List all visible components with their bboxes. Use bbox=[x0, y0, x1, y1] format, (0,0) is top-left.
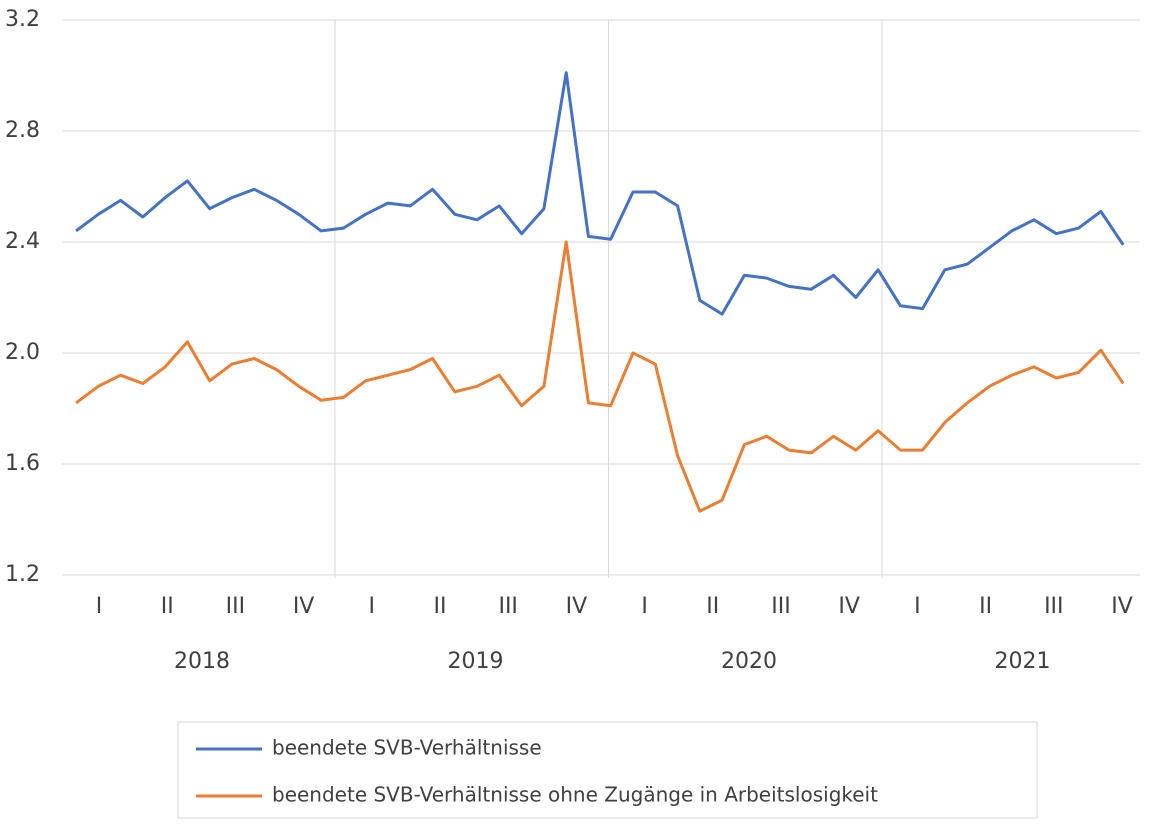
x-year-label: 2021 bbox=[995, 649, 1051, 674]
x-quarter-label: I bbox=[369, 594, 376, 619]
legend-box bbox=[177, 721, 1038, 819]
x-quarter-label: III bbox=[226, 594, 245, 619]
line-series bbox=[75, 71, 1125, 316]
x-quarter-label: IV bbox=[566, 594, 588, 619]
x-quarter-label: III bbox=[771, 594, 790, 619]
x-quarter-label: IV bbox=[293, 594, 315, 619]
x-quarter-label: II bbox=[706, 594, 719, 619]
x-year-label: 2020 bbox=[721, 649, 777, 674]
x-quarter-label: III bbox=[1044, 594, 1063, 619]
x-quarter-label: IV bbox=[1111, 594, 1133, 619]
y-tick-label: 1.6 bbox=[5, 451, 40, 476]
x-quarter-label: II bbox=[161, 594, 174, 619]
x-quarter-label: I bbox=[914, 594, 921, 619]
x-quarter-label: II bbox=[434, 594, 447, 619]
x-quarter-label: I bbox=[641, 594, 648, 619]
x-year-label: 2019 bbox=[448, 649, 504, 674]
y-tick-label: 1.2 bbox=[5, 562, 40, 587]
x-year-label: 2018 bbox=[174, 649, 230, 674]
y-tick-label: 2.4 bbox=[5, 229, 40, 254]
x-quarter-label: IV bbox=[838, 594, 860, 619]
x-quarter-label: III bbox=[498, 594, 517, 619]
x-quarter-label: I bbox=[96, 594, 103, 619]
y-tick-label: 3.2 bbox=[5, 7, 40, 32]
y-tick-label: 2.0 bbox=[5, 340, 40, 365]
y-tick-label: 2.8 bbox=[5, 118, 40, 143]
legend-label: beendete SVB-Verhältnisse bbox=[272, 736, 542, 760]
line-series bbox=[75, 240, 1125, 513]
legend-label: beendete SVB-Verhältnisse ohne Zugänge i… bbox=[272, 783, 878, 807]
x-quarter-label: II bbox=[979, 594, 992, 619]
